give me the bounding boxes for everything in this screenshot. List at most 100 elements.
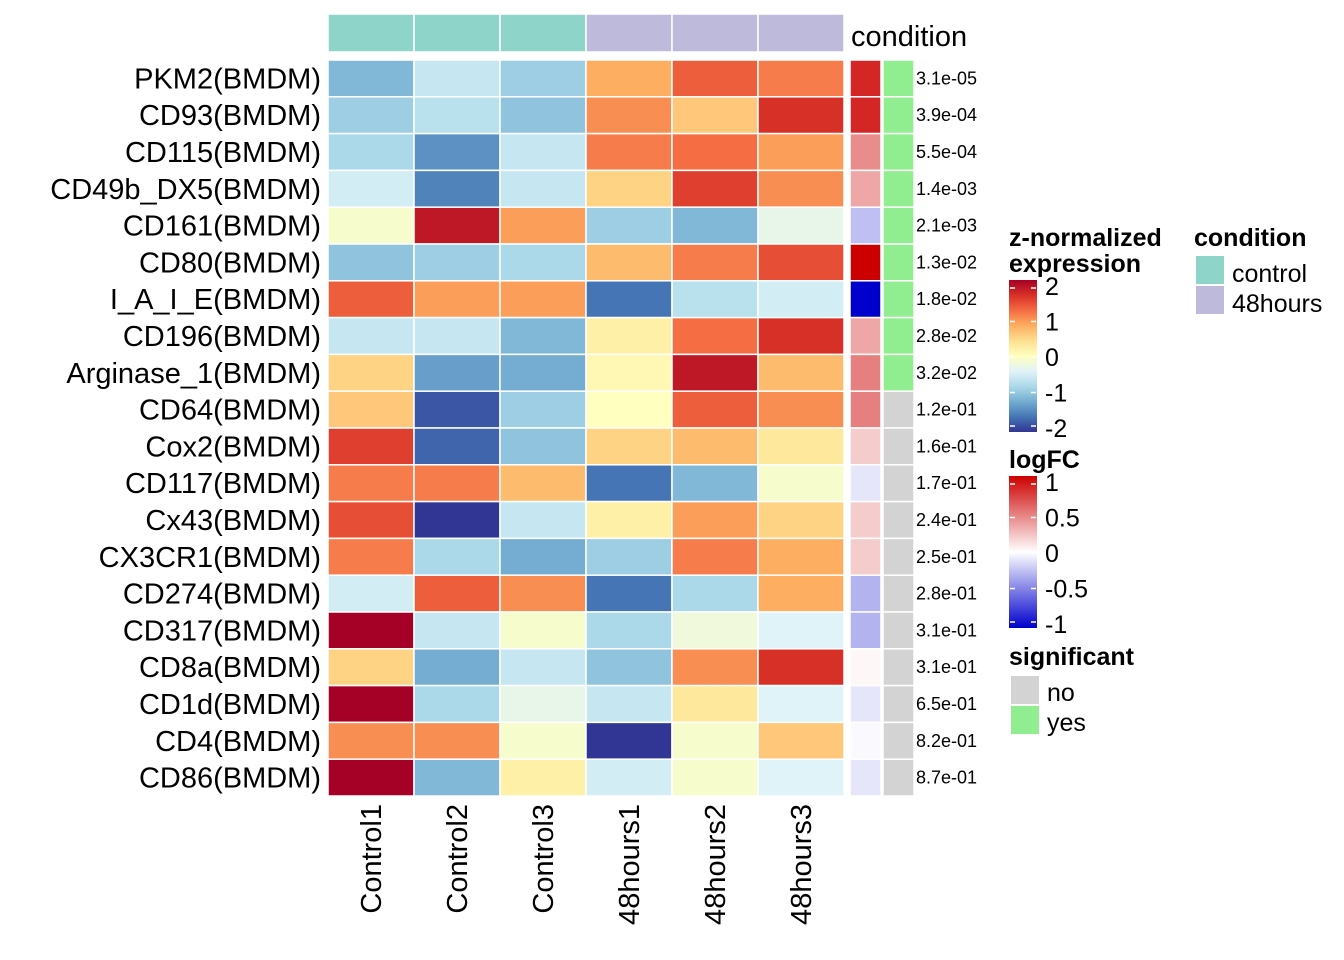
heatmap-cell [327,500,415,540]
heatmap-cell [413,721,501,760]
heatmap-cell [499,353,587,392]
heatmap-cell [413,464,501,503]
heatmap-cell [585,611,673,650]
logfc-cell [849,611,882,650]
significant-cell [882,427,915,466]
logfc-cell [849,280,882,319]
heatmap-cell [413,648,501,687]
pvalue-label: 3.1e-01 [916,657,977,677]
logfc-cell [849,316,882,356]
pvalue-label: 1.3e-02 [916,252,977,272]
heatmap-cell [413,500,501,540]
heatmap-cell [757,353,845,392]
logfc-cell [849,500,882,540]
annotation-condition-label: condition [851,21,967,53]
logfc-cell [849,169,882,208]
row-label: CD8a(BMDM) [139,652,321,684]
condition-annotation-cell [327,13,415,53]
heatmap-cell [585,500,673,540]
significant-cell [882,96,915,135]
row-label: PKM2(BMDM) [134,63,321,95]
heatmap-cell [413,390,501,429]
condition-legend-swatch-48hours [1196,286,1224,314]
heatmap-cell [671,316,759,356]
significant-legend-label-yes: yes [1047,709,1086,737]
heatmap-cell [413,427,501,466]
significant-cell [882,243,915,282]
colorbar-tick-label: 1 [1045,309,1059,337]
heatmap-cell [327,243,415,282]
heatmap-cell [671,280,759,319]
expression-colorbar-ticks: 2 1 0 -1 -2 [1010,273,1067,443]
condition-annotation-cell [671,13,759,53]
heatmap-cell [585,464,673,503]
row-label: CD49b_DX5(BMDM) [50,174,321,206]
heatmap-cell [413,684,501,724]
pvalue-label: 3.2e-02 [916,363,977,383]
heatmap-cell [671,500,759,540]
heatmap-cell [585,316,673,356]
logfc-cell [849,537,882,576]
heatmap-cell [585,169,673,208]
heatmap-cell [757,243,845,282]
heatmap-cell [499,96,587,135]
condition-annotation-cell [413,13,501,53]
heatmap-cell [327,280,415,319]
heatmap-cell [413,280,501,319]
heatmap-cell [499,537,587,576]
pvalue-label: 1.2e-01 [916,400,977,420]
colorbar-tick-label: -1 [1045,611,1067,639]
heatmap-cells [327,59,845,797]
column-label: Control1 [356,804,388,914]
significant-cell [882,353,915,392]
heatmap-cell [757,132,845,172]
heatmap-cell [499,132,587,172]
significant-cell [882,574,915,613]
heatmap-cell [413,353,501,392]
heatmap-cell [671,59,759,98]
condition-annotation-cell [499,13,587,53]
heatmap-cell [671,427,759,466]
heatmap-cell [757,464,845,503]
expression-legend: z-normalized expression 2 1 0 -1 -2 [1009,224,1162,443]
logfc-cell [849,390,882,429]
row-label: CD86(BMDM) [139,763,321,795]
heatmap-cell [585,537,673,576]
heatmap-cell [757,390,845,429]
heatmap-cell [671,206,759,245]
heatmap-cell [585,59,673,98]
condition-legend-label-48hours: 48hours [1232,290,1322,318]
heatmap-cell [499,427,587,466]
row-label: CD115(BMDM) [125,137,321,169]
logfc-legend-title: logFC [1009,446,1080,474]
heatmap-cell [671,169,759,208]
significant-legend-swatch-yes [1011,706,1039,734]
significant-cell [882,721,915,760]
logfc-cell [849,132,882,172]
heatmap-cell [413,758,501,797]
heatmap-cell [327,684,415,724]
heatmap-cell [413,574,501,613]
pvalue-label: 8.2e-01 [916,731,977,751]
heatmap-cell [671,96,759,135]
condition-legend: condition control 48hours [1194,224,1322,318]
heatmap-cell [671,537,759,576]
significant-cell [882,500,915,540]
significant-legend-title: significant [1009,643,1135,671]
significant-cell [882,537,915,576]
heatmap-cell [327,648,415,687]
pvalue-label: 1.7e-01 [916,473,977,493]
heatmap-cell [499,464,587,503]
heatmap-cell [499,574,587,613]
colorbar-tick-label: -0.5 [1045,576,1088,604]
row-label: Cox2(BMDM) [145,431,321,463]
heatmap-cell [499,684,587,724]
logfc-cell [849,59,882,98]
heatmap-cell [327,353,415,392]
heatmap-cell [757,316,845,356]
column-label: Control2 [442,804,474,914]
heatmap-cell [585,758,673,797]
heatmap-cell [757,537,845,576]
heatmap-cell [413,243,501,282]
heatmap-cell [757,206,845,245]
